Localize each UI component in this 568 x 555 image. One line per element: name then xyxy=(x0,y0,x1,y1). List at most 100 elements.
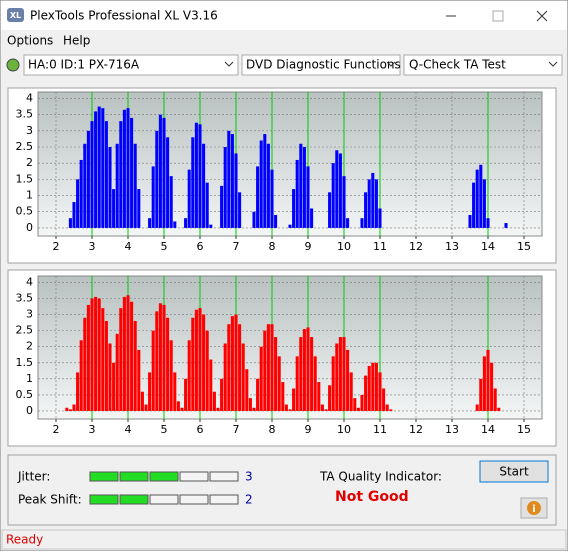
info-glyph: i xyxy=(532,504,535,515)
bar xyxy=(176,401,180,411)
bar xyxy=(223,343,227,411)
bar xyxy=(137,349,141,411)
bar xyxy=(274,214,278,228)
bar xyxy=(169,340,173,411)
x-tick-label: 8 xyxy=(269,240,276,253)
bar xyxy=(259,140,263,228)
bar xyxy=(112,189,116,228)
bar xyxy=(313,356,317,411)
bar xyxy=(364,375,368,411)
x-tick-label: 3 xyxy=(89,240,96,253)
bar xyxy=(266,143,270,228)
bar xyxy=(137,189,141,228)
bar xyxy=(158,114,162,228)
bar xyxy=(504,223,508,228)
x-tick-label: 11 xyxy=(373,423,387,436)
bar xyxy=(374,362,378,411)
chevron xyxy=(386,61,396,67)
bar xyxy=(292,189,296,228)
bar xyxy=(475,404,479,411)
x-tick-label: 7 xyxy=(233,423,240,436)
y-tick-label: 2 xyxy=(26,156,33,169)
bar xyxy=(115,333,119,411)
bar xyxy=(173,372,177,411)
bar xyxy=(76,372,80,411)
title-bar xyxy=(1,1,567,30)
bar xyxy=(198,124,202,228)
bar xyxy=(288,224,292,228)
x-tick-label: 4 xyxy=(125,423,132,436)
meter-cell xyxy=(149,494,179,505)
menu-item[interactable]: Help xyxy=(63,34,90,48)
bar xyxy=(342,337,346,411)
menu-item[interactable]: Options xyxy=(7,34,53,48)
x-tick-label: 2 xyxy=(53,240,60,253)
maximize[interactable] xyxy=(492,10,504,22)
bar xyxy=(245,369,249,411)
bar xyxy=(371,362,375,411)
bar xyxy=(205,330,209,411)
bar xyxy=(162,117,166,228)
bar xyxy=(79,340,83,411)
bar xyxy=(353,398,357,411)
bar xyxy=(299,143,303,228)
x-tick-label: 14 xyxy=(481,240,495,253)
bar xyxy=(227,324,231,411)
test-select[interactable] xyxy=(403,54,563,76)
bar xyxy=(482,179,486,228)
bar xyxy=(230,134,234,228)
bar xyxy=(126,295,130,411)
quality-label: TA Quality Indicator: xyxy=(319,470,442,484)
bar xyxy=(191,137,195,228)
bar xyxy=(198,308,202,411)
bar xyxy=(338,337,342,411)
x-tick-label: 12 xyxy=(409,240,423,253)
y-tick-label: 3.5 xyxy=(16,291,34,304)
bar xyxy=(94,111,98,228)
bar xyxy=(173,221,177,228)
bar xyxy=(335,343,339,411)
app-icon-text: XL xyxy=(10,11,21,20)
chevron xyxy=(548,61,558,67)
bar xyxy=(86,304,90,411)
bar xyxy=(270,324,274,411)
bar xyxy=(65,407,69,411)
bar xyxy=(122,109,126,228)
x-tick-label: 13 xyxy=(445,240,459,253)
bar xyxy=(101,308,105,411)
bar xyxy=(227,130,231,228)
bar xyxy=(166,137,170,228)
bar xyxy=(79,159,83,228)
y-tick-label: 1.5 xyxy=(16,356,34,369)
bar xyxy=(180,407,184,411)
bar xyxy=(277,356,281,411)
function-select[interactable] xyxy=(241,54,401,76)
bar xyxy=(317,382,321,411)
bar xyxy=(119,121,123,228)
bar xyxy=(133,143,137,228)
start-button[interactable] xyxy=(479,460,549,483)
y-tick-label: 2.5 xyxy=(16,140,34,153)
bar xyxy=(220,378,224,411)
bar xyxy=(144,404,148,411)
bar xyxy=(472,182,476,228)
bar xyxy=(151,166,155,228)
bar xyxy=(288,409,292,411)
x-tick-label: 5 xyxy=(161,240,168,253)
bar xyxy=(248,398,252,411)
bar xyxy=(101,108,105,228)
bar xyxy=(252,211,256,228)
x-tick-label: 11 xyxy=(373,240,387,253)
drive-icon xyxy=(6,58,20,72)
bar xyxy=(104,121,108,228)
jitter-label: Jitter: xyxy=(17,470,50,484)
jitter-value: 3 xyxy=(245,470,253,484)
x-tick-label: 15 xyxy=(517,423,531,436)
bar xyxy=(320,404,324,411)
bar xyxy=(216,407,220,411)
peak-shift-label: Peak Shift: xyxy=(18,493,82,507)
drive-select[interactable] xyxy=(23,54,239,76)
close[interactable] xyxy=(536,10,548,22)
bar xyxy=(360,218,364,228)
